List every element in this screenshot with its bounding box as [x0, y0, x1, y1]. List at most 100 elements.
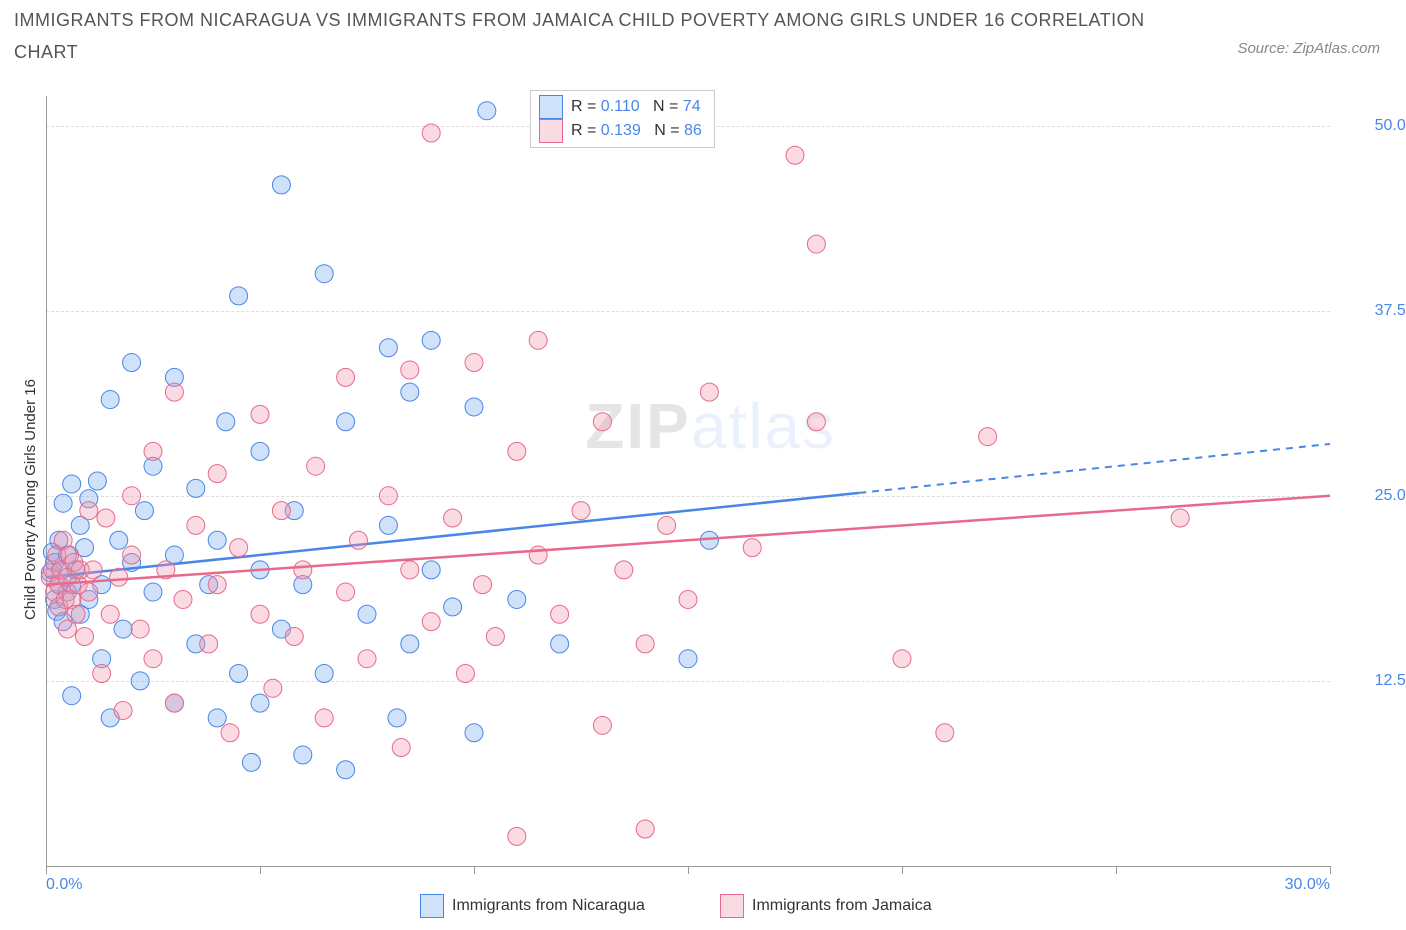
data-point: [114, 620, 132, 638]
data-point: [508, 590, 526, 608]
x-tick: [260, 866, 261, 874]
data-point: [200, 635, 218, 653]
legend-label: Immigrants from Jamaica: [752, 897, 932, 915]
data-point: [422, 124, 440, 142]
data-point: [221, 724, 239, 742]
y-axis-label: Child Poverty Among Girls Under 16: [22, 379, 39, 620]
data-point: [135, 502, 153, 520]
data-point: [242, 753, 260, 771]
data-point: [337, 368, 355, 386]
plot-svg: [46, 96, 1330, 866]
data-point: [379, 516, 397, 534]
data-point: [422, 613, 440, 631]
data-point: [230, 287, 248, 305]
data-point: [388, 709, 406, 727]
data-point: [615, 561, 633, 579]
data-point: [272, 502, 290, 520]
data-point: [307, 457, 325, 475]
data-point: [474, 576, 492, 594]
data-point: [679, 590, 697, 608]
data-point: [658, 516, 676, 534]
data-point: [217, 413, 235, 431]
x-tick: [46, 866, 47, 874]
data-point: [251, 605, 269, 623]
data-point: [508, 442, 526, 460]
data-point: [486, 627, 504, 645]
data-point: [529, 331, 547, 349]
data-point: [593, 716, 611, 734]
data-point: [444, 598, 462, 616]
data-point: [636, 635, 654, 653]
data-point: [123, 546, 141, 564]
data-point: [230, 539, 248, 557]
data-point: [337, 413, 355, 431]
legend-swatch: [539, 119, 563, 143]
y-tick-label: 12.5%: [1340, 672, 1406, 690]
data-point: [465, 398, 483, 416]
y-tick-label: 50.0%: [1340, 117, 1406, 135]
data-point: [401, 635, 419, 653]
data-point: [144, 650, 162, 668]
data-point: [80, 502, 98, 520]
data-point: [63, 475, 81, 493]
data-point: [593, 413, 611, 431]
data-point: [743, 539, 761, 557]
data-point: [187, 479, 205, 497]
data-point: [315, 709, 333, 727]
data-point: [208, 576, 226, 594]
data-point: [456, 665, 474, 683]
data-point: [422, 561, 440, 579]
data-point: [1171, 509, 1189, 527]
data-point: [807, 413, 825, 431]
data-point: [337, 761, 355, 779]
data-point: [936, 724, 954, 742]
data-point: [337, 583, 355, 601]
data-point: [230, 665, 248, 683]
data-point: [88, 472, 106, 490]
data-point: [422, 331, 440, 349]
x-tick-label: 0.0%: [46, 876, 82, 894]
data-point: [700, 383, 718, 401]
data-point: [251, 694, 269, 712]
data-point: [465, 724, 483, 742]
data-point: [187, 516, 205, 534]
data-point: [679, 650, 697, 668]
data-point: [165, 694, 183, 712]
data-point: [294, 746, 312, 764]
legend-label: Immigrants from Nicaragua: [452, 897, 645, 915]
data-point: [401, 383, 419, 401]
data-point: [67, 605, 85, 623]
data-point: [465, 354, 483, 372]
chart-title-line1: IMMIGRANTS FROM NICARAGUA VS IMMIGRANTS …: [14, 10, 1145, 31]
data-point: [174, 590, 192, 608]
chart-title-line2: CHART: [14, 42, 78, 63]
data-point: [349, 531, 367, 549]
data-point: [979, 428, 997, 446]
data-point: [131, 620, 149, 638]
data-point: [93, 665, 111, 683]
data-point: [251, 442, 269, 460]
data-point: [315, 665, 333, 683]
data-point: [101, 391, 119, 409]
y-tick-label: 25.0%: [1340, 487, 1406, 505]
data-point: [551, 635, 569, 653]
data-point: [84, 561, 102, 579]
data-point: [315, 265, 333, 283]
stats-legend-row: R = 0.139 N = 86: [539, 119, 702, 143]
data-point: [123, 487, 141, 505]
data-point: [392, 739, 410, 757]
x-tick: [1330, 866, 1331, 874]
data-point: [144, 583, 162, 601]
legend-swatch: [420, 894, 444, 918]
data-point: [144, 442, 162, 460]
data-point: [636, 820, 654, 838]
data-point: [285, 627, 303, 645]
data-point: [551, 605, 569, 623]
data-point: [401, 561, 419, 579]
stats-legend-row: R = 0.110 N = 74: [539, 95, 702, 119]
data-point: [807, 235, 825, 253]
data-point: [76, 627, 94, 645]
data-point: [123, 354, 141, 372]
data-point: [251, 405, 269, 423]
data-point: [358, 650, 376, 668]
